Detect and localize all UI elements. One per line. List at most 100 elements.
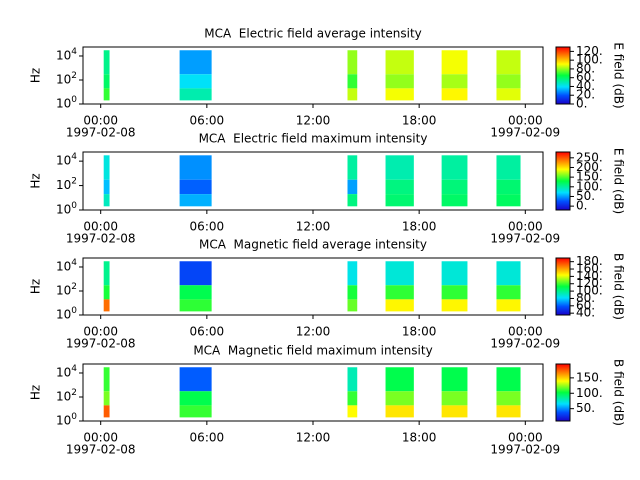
colorbar: [555, 46, 571, 105]
colorbar-tick-label: 50.: [576, 401, 595, 415]
spectrogram-cell: [385, 50, 414, 75]
axes-frame: [82, 363, 544, 422]
panel-title: MCA Electric field average intensity: [204, 27, 422, 41]
y-axis-label: Hz: [29, 279, 43, 294]
spectrogram-cell: [441, 261, 468, 286]
x-tick-label: 06:00: [190, 114, 225, 128]
colorbar-tick-label: 140.: [576, 269, 603, 283]
colorbar: [555, 257, 571, 316]
spectrogram-cell: [385, 179, 414, 195]
x-tick-label: 18:00: [402, 114, 437, 128]
y-tick-label: 102: [56, 281, 77, 297]
spectrogram-cell: [441, 391, 468, 406]
x-date-label: 1997-02-09: [490, 337, 560, 351]
spectrogram-cell: [347, 88, 358, 101]
colorbar-tick-label: 120.: [576, 44, 603, 58]
spectrogram-cell: [385, 88, 414, 101]
x-tick-label: 00:00: [508, 431, 543, 445]
colorbar-tick-label: 150.: [576, 170, 603, 184]
colorbar-label: B field (dB): [612, 359, 626, 426]
x-date-label: 1997-02-08: [66, 232, 136, 246]
y-axis-label: Hz: [29, 68, 43, 83]
y-tick-label: 104: [56, 152, 77, 168]
spectrogram-cell: [347, 285, 358, 300]
x-tick-label: 12:00: [296, 431, 331, 445]
x-tick-label: 18:00: [402, 431, 437, 445]
colorbar-label: E field (dB): [612, 42, 626, 108]
x-tick-label: 00:00: [83, 114, 118, 128]
x-tick-label: 00:00: [508, 220, 543, 234]
spectrogram-cell: [179, 155, 212, 180]
spectrogram-cell: [179, 261, 212, 286]
x-tick-label: 00:00: [83, 220, 118, 234]
spectrogram-cell: [496, 367, 521, 392]
spectrogram-cell: [347, 261, 358, 286]
spectrogram-cell: [179, 50, 212, 75]
spectrogram-cell: [347, 391, 358, 406]
x-tick-label: 00:00: [83, 431, 118, 445]
spectrogram-cell: [103, 299, 110, 312]
spectrogram-cell: [496, 391, 521, 406]
x-date-label: 1997-02-08: [66, 126, 136, 140]
spectrogram-cell: [496, 299, 521, 312]
colorbar-tick-label: 100.: [576, 179, 603, 193]
spectrogram-cell: [441, 74, 468, 89]
spectrogram-cell: [441, 179, 468, 195]
spectrogram-cell: [179, 194, 212, 207]
colorbar-label: B field (dB): [612, 253, 626, 320]
x-tick-label: 06:00: [190, 220, 225, 234]
spectrogram-cell: [496, 285, 521, 300]
panel-title: MCA Electric field maximum intensity: [199, 132, 428, 146]
spectrogram-cell: [496, 261, 521, 286]
colorbar-tick-label: 80.: [576, 291, 595, 305]
colorbar-tick-label: 100.: [576, 386, 603, 400]
y-tick-label: 100: [56, 201, 77, 217]
colorbar-tick-label: 50.: [576, 189, 595, 203]
colorbar-tick-label: 40.: [576, 79, 595, 93]
spectrogram-cell: [385, 74, 414, 89]
axes-frame: [82, 46, 544, 105]
spectrogram-cell: [179, 285, 212, 300]
colorbar-tick-label: 20.: [576, 88, 595, 102]
x-tick-label: 18:00: [402, 325, 437, 339]
y-tick-label: 100: [56, 95, 77, 111]
spectrogram-cell: [347, 194, 358, 207]
spectrogram-cell: [496, 88, 521, 101]
y-axis-label: Hz: [29, 173, 43, 188]
x-date-label: 1997-02-09: [490, 443, 560, 457]
colorbar: [555, 151, 571, 211]
spectrogram-cell: [179, 391, 212, 406]
spectrogram-cell: [179, 367, 212, 392]
spectrogram-cell: [347, 155, 358, 180]
spectrogram-cell: [103, 179, 110, 195]
x-tick-label: 00:00: [83, 325, 118, 339]
y-tick-label: 100: [56, 412, 77, 428]
colorbar-tick-label: 40.: [576, 306, 595, 320]
colorbar-tick-label: 100.: [576, 53, 603, 67]
spectrogram-cell: [441, 88, 468, 101]
spectrogram-cell: [496, 74, 521, 89]
spectrogram-cell: [496, 50, 521, 75]
spectrogram-cell: [103, 155, 110, 180]
spectrogram-cell: [496, 194, 521, 207]
spectrogram-cell: [441, 367, 468, 392]
spectrogram-cell: [103, 50, 110, 75]
y-tick-label: 102: [56, 70, 77, 86]
spectrogram-cell: [385, 194, 414, 207]
axes-frame: [82, 151, 544, 211]
y-tick-label: 102: [56, 176, 77, 192]
colorbar-tick-label: 150.: [576, 370, 603, 384]
spectrogram-cell: [103, 405, 110, 418]
colorbar-tick-label: 60.: [576, 298, 595, 312]
x-tick-label: 00:00: [508, 114, 543, 128]
spectrogram-cell: [347, 405, 358, 418]
x-date-label: 1997-02-09: [490, 232, 560, 246]
colorbar-tick-label: 0.: [576, 97, 587, 111]
x-date-label: 1997-02-09: [490, 126, 560, 140]
spectrogram-cell: [441, 285, 468, 300]
panel-title: MCA Magnetic field maximum intensity: [193, 344, 432, 358]
colorbar-tick-label: 60.: [576, 70, 595, 84]
colorbar-label: E field (dB): [612, 148, 626, 214]
spectrogram-cell: [103, 367, 110, 392]
